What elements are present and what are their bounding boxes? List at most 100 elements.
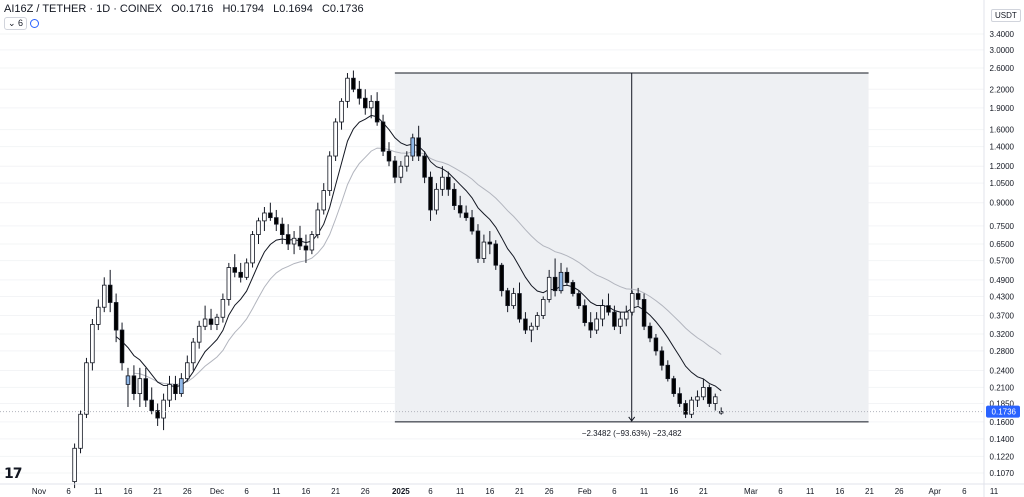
candle: [701, 378, 706, 401]
y-tick-label: 1.6000: [990, 126, 1015, 135]
low-label: L: [273, 3, 280, 15]
candle-body: [102, 284, 107, 308]
candle: [529, 322, 534, 343]
candle: [173, 375, 178, 401]
candle: [677, 387, 682, 407]
candle: [469, 209, 475, 235]
indicator-count-button[interactable]: ⌄ 6: [4, 17, 28, 30]
candle: [659, 346, 665, 371]
candle-body: [303, 245, 309, 251]
candle-body: [499, 264, 504, 292]
candle-body: [475, 230, 481, 259]
candle-body: [481, 241, 487, 259]
candle: [588, 312, 593, 338]
y-tick-label: 0.7500: [990, 222, 1015, 231]
y-tick-label: 1.4000: [990, 143, 1015, 152]
candle-body: [428, 176, 433, 211]
settings-icon[interactable]: [30, 19, 40, 28]
y-tick-label: 0.1600: [990, 418, 1015, 427]
candle: [167, 375, 172, 407]
candle-body: [404, 155, 410, 167]
candle: [274, 209, 279, 232]
candle-body: [600, 305, 605, 320]
candle-body: [149, 399, 154, 411]
candle: [155, 403, 160, 426]
indicator-count: 6: [18, 18, 24, 28]
open-label: O: [171, 3, 180, 15]
candle: [309, 231, 315, 255]
candle-body: [374, 100, 380, 123]
candle-body: [161, 399, 166, 419]
candle: [718, 407, 724, 415]
candle: [102, 277, 107, 313]
candle: [226, 262, 232, 306]
candle-body: [422, 155, 427, 178]
candle-body: [250, 234, 255, 264]
currency-label[interactable]: USDT: [991, 9, 1021, 22]
candle-body: [511, 293, 516, 307]
candle: [185, 355, 190, 382]
y-tick-label: 0.1850: [990, 400, 1015, 409]
x-tick-label: 11: [990, 487, 999, 496]
candle: [232, 254, 237, 278]
x-tick-label: 6: [244, 487, 249, 496]
candle-body: [487, 241, 493, 245]
candle-body: [416, 137, 421, 157]
candle-body: [505, 290, 510, 307]
candle: [594, 312, 599, 334]
candle-body: [262, 212, 267, 222]
measure-arrow-head: [628, 416, 636, 422]
candle: [333, 118, 338, 162]
x-tick-label: Feb: [578, 487, 592, 496]
x-tick-label: 21: [153, 487, 162, 496]
candle: [107, 269, 113, 313]
candle-body: [606, 305, 611, 313]
candle: [683, 400, 688, 419]
candle: [143, 367, 149, 407]
candle: [84, 357, 89, 419]
indicator-toggle[interactable]: ⌄ 6: [4, 17, 40, 30]
x-tick-label: 16: [669, 487, 678, 496]
candle: [463, 205, 469, 221]
close-value: 0.1736: [329, 3, 364, 15]
candle: [410, 133, 415, 162]
candle: [96, 299, 101, 331]
candle-body: [392, 160, 398, 178]
candle: [250, 231, 255, 268]
y-tick-label: 1.0500: [990, 179, 1015, 188]
candle-body: [665, 364, 671, 380]
y-tick-label: 0.2100: [990, 383, 1015, 392]
y-tick-label: 0.3700: [990, 312, 1015, 321]
candle-body: [84, 362, 89, 415]
candle-body: [718, 411, 724, 414]
symbol-title[interactable]: AI16Z / TETHER · 1D · COINEX: [4, 3, 163, 15]
high-value: 0.1794: [230, 3, 265, 15]
candle-body: [594, 318, 599, 331]
x-tick-label: 11: [94, 487, 103, 496]
candle-body: [707, 387, 712, 404]
measure-label: −2.3482 (−93.63%) −23,482: [582, 429, 682, 438]
candle-body: [517, 293, 522, 320]
candle-body: [315, 209, 321, 236]
candle-body: [523, 318, 528, 331]
candle-body: [576, 293, 582, 307]
candle-body: [647, 325, 653, 339]
y-tick-label: 0.2800: [990, 347, 1015, 356]
candle-body: [297, 237, 303, 247]
y-tick-label: 0.1400: [990, 435, 1015, 444]
x-tick-label: Dec: [210, 487, 224, 496]
candle: [523, 312, 528, 334]
x-tick-label: 26: [183, 487, 192, 496]
candle: [285, 224, 291, 251]
candle-body: [659, 350, 665, 366]
candle-body: [179, 378, 184, 395]
candle-body: [564, 271, 570, 283]
candle: [291, 231, 297, 255]
y-tick-label: 0.3200: [990, 330, 1015, 339]
candle: [214, 313, 220, 331]
candle-body: [196, 325, 202, 343]
candle: [582, 299, 587, 327]
candle-body: [202, 318, 208, 327]
candle-body: [339, 100, 344, 123]
